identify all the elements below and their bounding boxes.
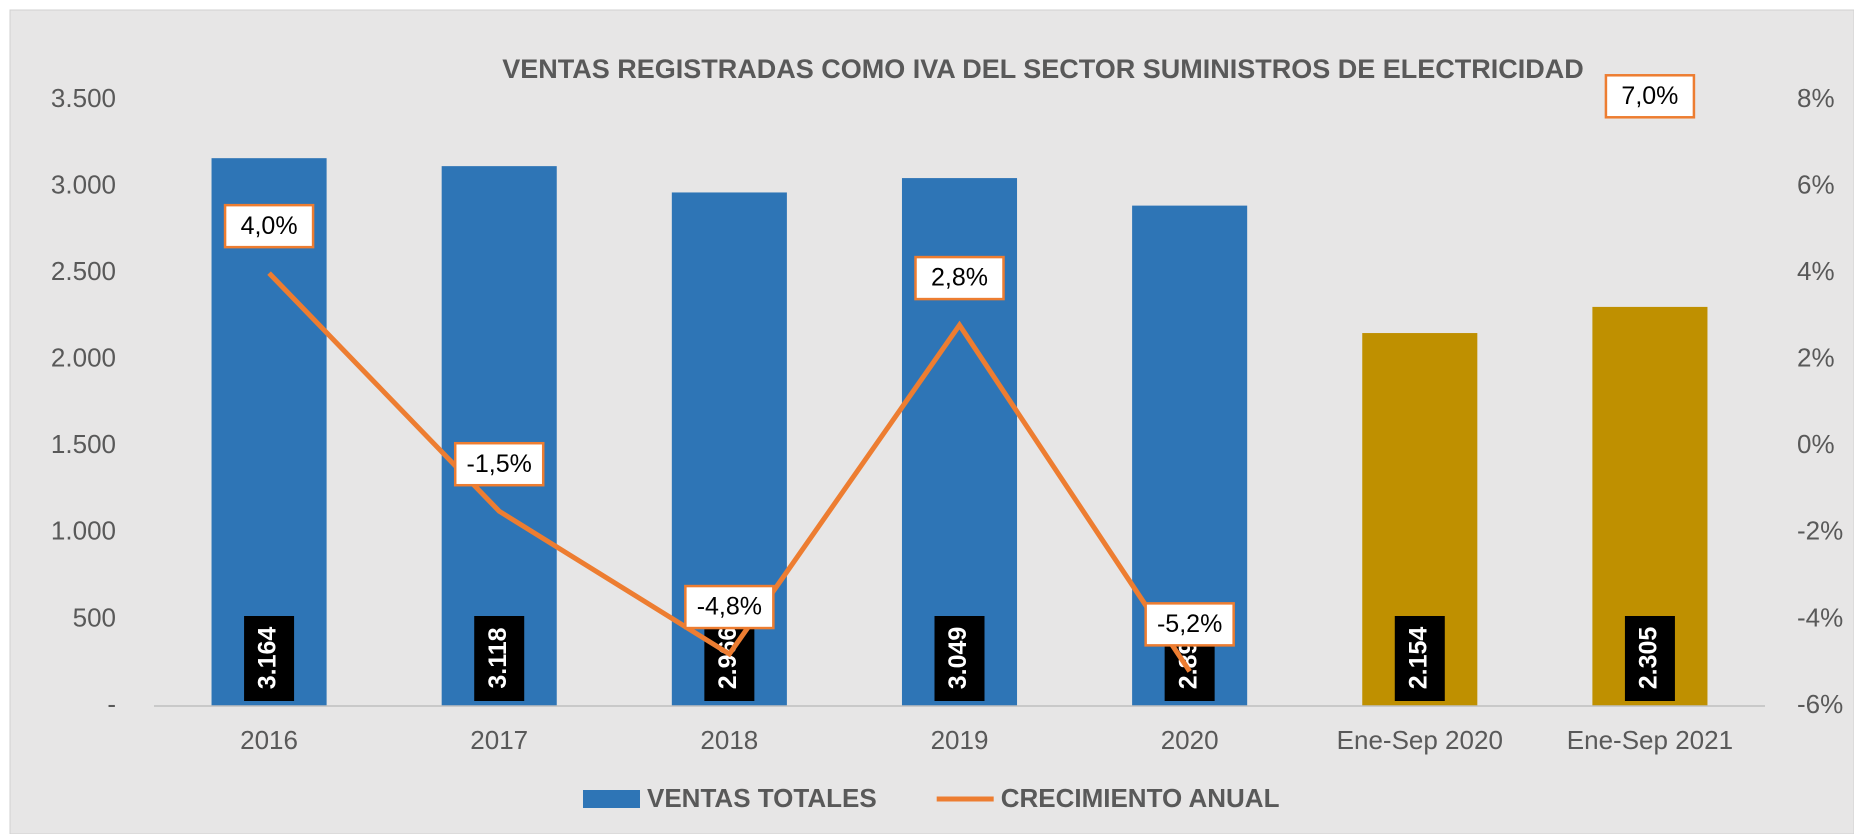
data-label-box [244, 616, 295, 701]
y-tick-label: 1.500 [51, 429, 116, 459]
y2-tick-label: 6% [1797, 169, 1835, 199]
x-tick-label: Ene-Sep 2021 [1567, 725, 1733, 755]
data-label: -1,5% [467, 450, 532, 478]
data-label: 2.966 [714, 627, 742, 690]
y-tick-label: 2.000 [51, 343, 116, 373]
y-tick-label: 1.000 [51, 516, 116, 546]
legend-label: VENTAS TOTALES [647, 783, 877, 813]
data-label-box [934, 616, 985, 701]
x-tick-label: Ene-Sep 2020 [1337, 725, 1503, 755]
x-tick-label: 2017 [470, 725, 528, 755]
y2-tick-label: -4% [1797, 602, 1843, 632]
y2-tick-label: 0% [1797, 429, 1835, 459]
x-tick-label: 2020 [1161, 725, 1219, 755]
y-tick-label: 500 [73, 602, 116, 632]
data-label-box [684, 584, 775, 630]
data-label: 2,8% [931, 264, 988, 292]
line [267, 271, 1192, 673]
y-tick-label: 3.500 [51, 83, 116, 113]
data-label: 3.049 [944, 627, 972, 690]
y2-tick-label: -6% [1797, 689, 1843, 719]
x-tick-label: 2019 [931, 725, 989, 755]
legend-swatch [583, 790, 640, 808]
data-label: -4,8% [697, 593, 762, 621]
chart-title: VENTAS REGISTRADAS COMO IVA DEL SECTOR S… [502, 54, 1584, 84]
legend-label: CRECIMIENTO ANUAL [1001, 783, 1280, 813]
data-label-box [1604, 74, 1696, 119]
data-label: 7,0% [1621, 82, 1678, 110]
data-label: 3.118 [484, 627, 512, 688]
data-label-box [474, 616, 525, 701]
bar [211, 158, 327, 706]
data-label: 2.154 [1404, 627, 1432, 690]
data-label: 4,0% [241, 212, 298, 240]
data-label-box [1144, 602, 1235, 647]
y-tick-label: - [107, 689, 116, 719]
y2-tick-label: 2% [1797, 343, 1835, 373]
data-label-box [223, 203, 315, 249]
y2-tick-label: 4% [1797, 256, 1835, 286]
data-label-box [453, 441, 545, 487]
data-label: 3.164 [254, 627, 282, 690]
data-label: 2.305 [1635, 627, 1663, 690]
x-tick-label: 2018 [700, 725, 758, 755]
y2-tick-label: -2% [1797, 516, 1843, 546]
y2-tick-label: 8% [1797, 83, 1835, 113]
data-label-box [1394, 616, 1445, 701]
data-label-box [914, 255, 1005, 301]
x-tick-label: 2016 [240, 725, 298, 755]
y-tick-label: 3.000 [51, 169, 116, 199]
data-label: -5,2% [1157, 610, 1222, 638]
y-tick-label: 2.500 [51, 256, 116, 286]
data-label-box [1624, 616, 1675, 701]
